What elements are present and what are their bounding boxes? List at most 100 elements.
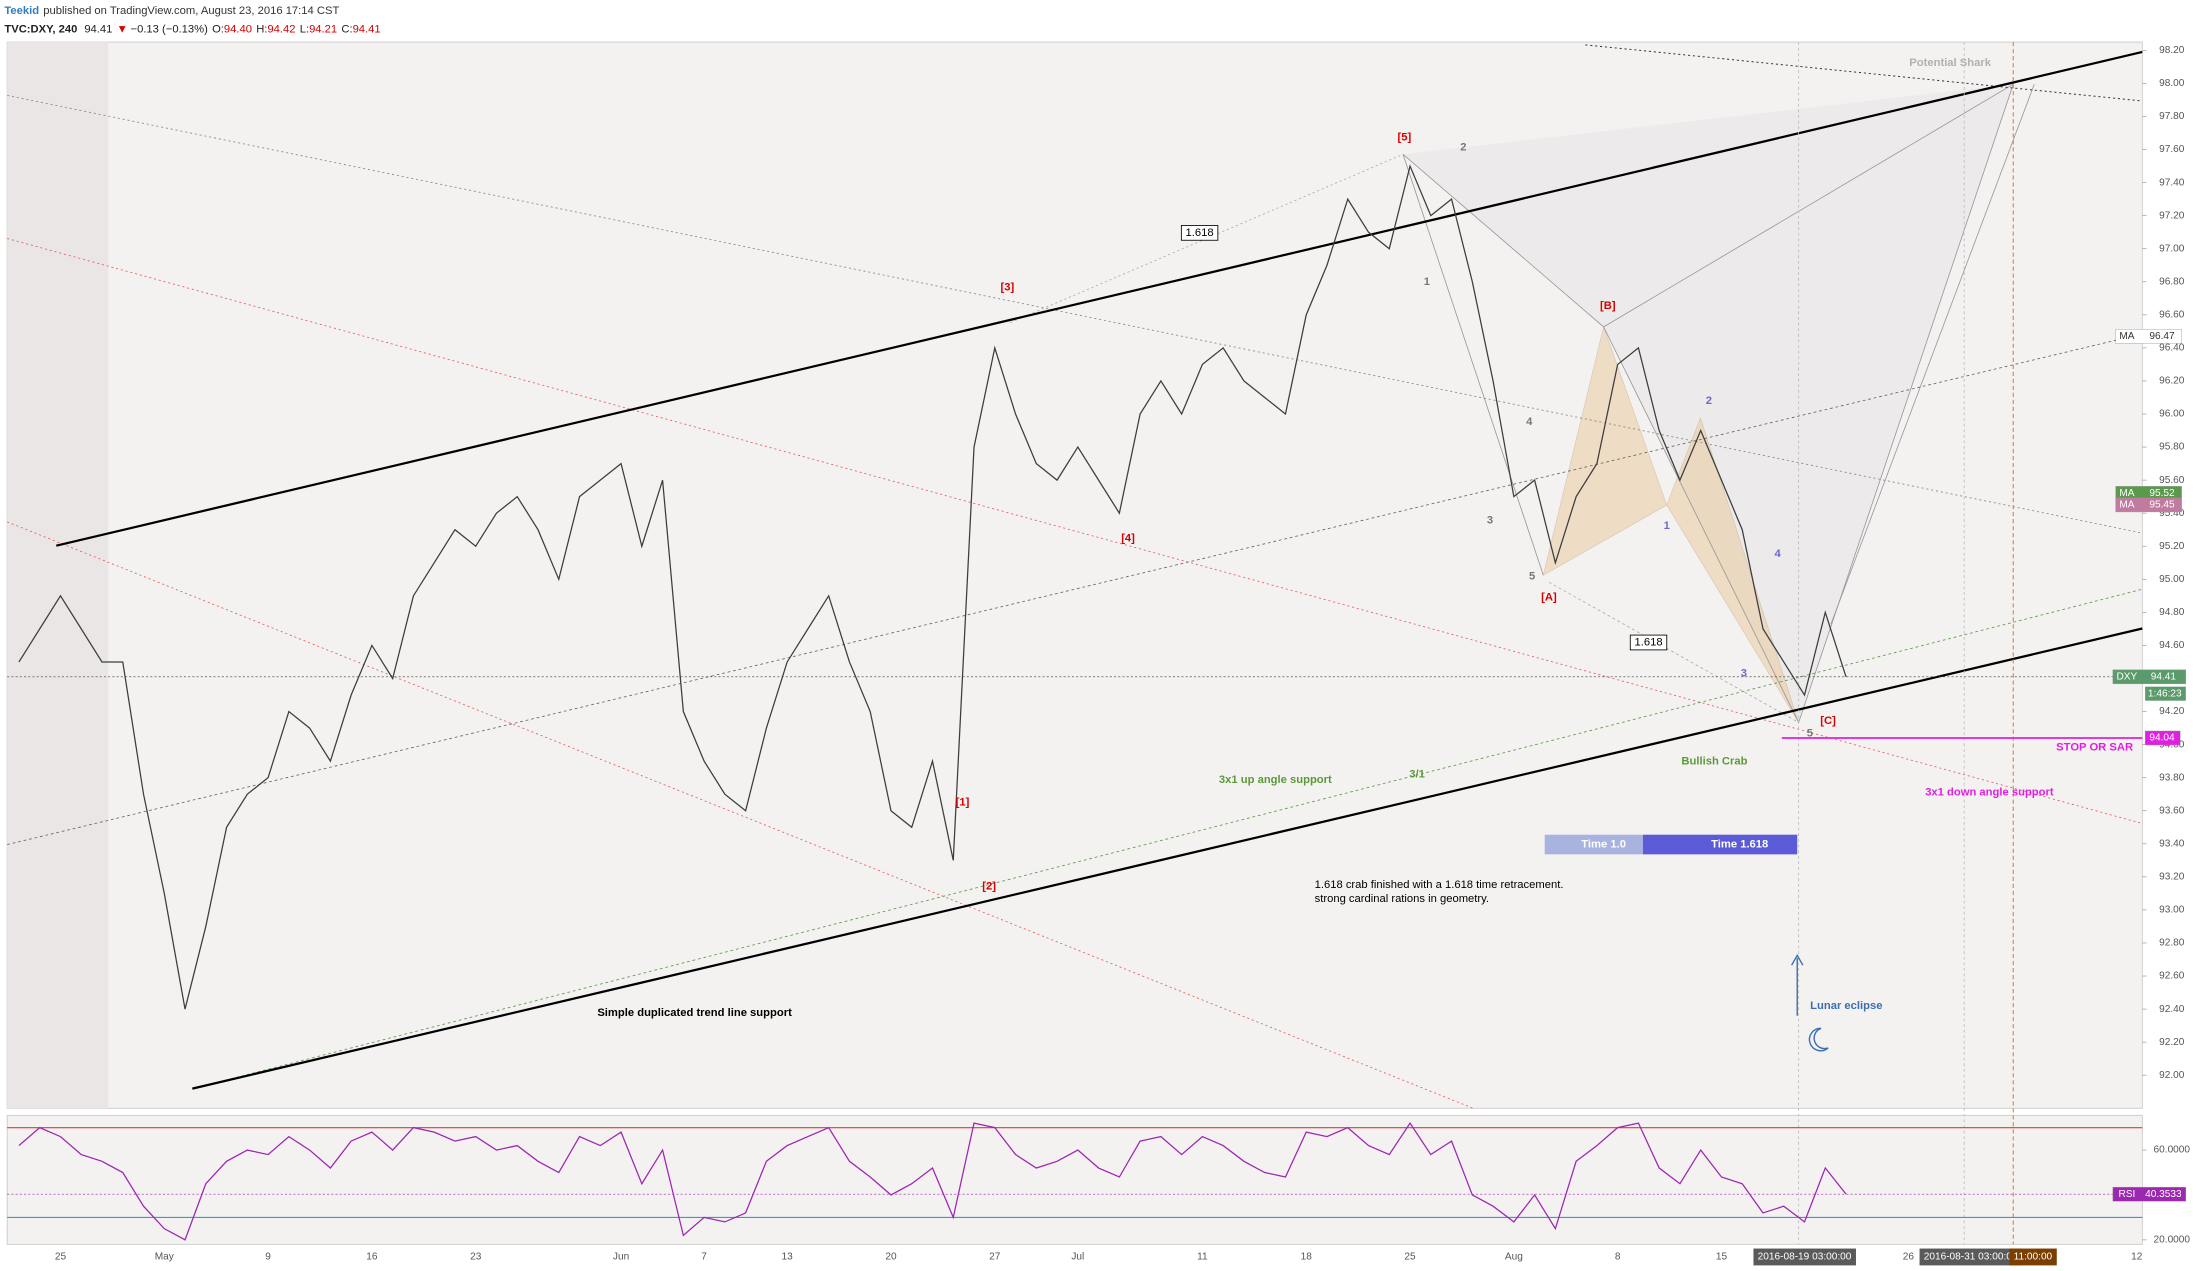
y-tick-label: 98.00	[2159, 78, 2185, 89]
series-tag-text: DXY	[2117, 672, 2138, 683]
y-tick-label: 92.20	[2159, 1037, 2185, 1048]
shark-line	[1830, 84, 2035, 625]
series-tag-box	[2112, 669, 2187, 685]
annotation: [B]	[1600, 300, 1616, 312]
x-tick-label: 15	[1716, 1252, 1728, 1263]
annotation: [3]	[1001, 282, 1015, 294]
annotation: [1]	[956, 796, 970, 808]
annotation-box	[1629, 634, 1668, 651]
y-tick-label: 96.00	[2159, 409, 2185, 420]
change: −0.13 (−0.13%)	[131, 23, 209, 35]
x-tick-label: 26	[1903, 1252, 1915, 1263]
time-box	[1642, 834, 1798, 855]
annotation: 1.618	[1634, 636, 1662, 648]
annotation: Time 1.0	[1581, 838, 1626, 850]
x-tick-label: 27	[989, 1252, 1001, 1263]
channel-line	[192, 627, 2143, 1090]
x-tick-label: 2016-08-31 03:00:00	[1924, 1252, 2018, 1263]
y-tick-label: 97.80	[2159, 111, 2185, 122]
y-tick-label: 95.40	[2159, 508, 2185, 519]
annotation: STOP OR SAR	[2056, 742, 2133, 754]
y-tick-label: 97.60	[2159, 144, 2185, 155]
annotation: [C]	[1820, 715, 1836, 727]
ma-tag-text: MA	[2119, 500, 2134, 511]
published: published on TradingView.com, August 23,…	[43, 5, 339, 17]
annotation: [A]	[1541, 592, 1557, 604]
y-tick-label: 92.60	[2159, 971, 2185, 982]
annotation: 1	[1664, 520, 1670, 532]
x-tick-label: 25	[55, 1252, 67, 1263]
annotation: 5	[1529, 571, 1535, 583]
y-tick-label: 60.0000	[2154, 1145, 2191, 1156]
ma-tag-text: MA	[2119, 488, 2134, 499]
ohlc-value: 94.42	[267, 23, 295, 35]
x-tick-label: 11	[1197, 1252, 1208, 1263]
annotation: 4	[1526, 416, 1533, 428]
y-tick-label: 96.40	[2159, 343, 2185, 354]
x-label-box	[1919, 1248, 2023, 1266]
x-tick-label: 13	[782, 1252, 794, 1263]
annotation: [5]	[1398, 131, 1412, 143]
annotation: 1.618	[1186, 227, 1214, 239]
annotation: Lunar eclipse	[1810, 1000, 1882, 1012]
y-tick-label: 97.00	[2159, 243, 2185, 254]
channel-line	[56, 50, 2143, 547]
series-tag-text: 94.41	[2151, 672, 2177, 683]
dotted-trend	[1585, 44, 2143, 102]
x-tick-label: Aug	[1505, 1252, 1523, 1263]
y-tick-label: 97.20	[2159, 210, 2185, 221]
annotation: Time 1.618	[1711, 838, 1768, 850]
crab-triangle	[1542, 325, 1668, 576]
ohlc-label: C:	[341, 23, 352, 35]
countdown: 1:46:23	[2148, 688, 2182, 699]
annotation: 3x1 down angle support	[1925, 787, 2054, 799]
series-tag-text: RSI	[2118, 1189, 2135, 1200]
ohlc-value: 94.40	[224, 23, 252, 35]
x-tick-label: 12	[2131, 1252, 2143, 1263]
annotation: [4]	[1121, 533, 1135, 545]
x-tick-label: May	[155, 1252, 175, 1263]
annotation: 3	[1487, 514, 1493, 526]
annotation: Bullish Crab	[1681, 756, 1747, 768]
symbol-line: TVC:DXY, 240 94.41 ▼ −0.13 (−0.13%) O:94.40 H…	[4, 23, 380, 35]
crab-triangle	[1666, 417, 1799, 723]
y-tick-label: 92.80	[2159, 938, 2185, 949]
ma-tag-text: 95.45	[2149, 500, 2175, 511]
header-line: Teekid published on TradingView.com, Augu…	[4, 5, 339, 17]
y-tick-label: 95.60	[2159, 475, 2185, 486]
dotted-trend	[7, 238, 2143, 824]
ma-tag-text: MA	[2119, 331, 2134, 342]
y-tick-label: 93.40	[2159, 838, 2185, 849]
shark-area	[1403, 84, 2014, 723]
annotation: 3/1	[1409, 768, 1425, 780]
y-tick-label: 93.60	[2159, 805, 2185, 816]
shark-line	[1402, 154, 1544, 576]
arrow-head	[1791, 953, 1804, 966]
y-tick-label: 96.60	[2159, 310, 2185, 321]
y-tick-label: 93.80	[2159, 772, 2185, 783]
annotation: 2	[1460, 141, 1466, 153]
x-tick-label: 18	[1301, 1252, 1313, 1263]
y-tick-label: 94.80	[2159, 607, 2185, 618]
symbol: TVC:DXY, 240	[4, 23, 77, 35]
moon-icon	[1808, 1027, 1829, 1052]
stop-tag-box	[2144, 730, 2181, 746]
dotted-trend	[7, 333, 2143, 845]
annotation: 3	[1741, 667, 1747, 679]
annotation: 1	[1424, 276, 1430, 288]
ohlc-label: H:	[256, 23, 267, 35]
series-tag-box	[2112, 1186, 2187, 1202]
series-line	[18, 164, 1847, 1010]
x-tick-label: 20	[885, 1252, 897, 1263]
time-box	[1544, 834, 1643, 855]
annotation: 1.618 crab finished with a 1.618 time re…	[1315, 879, 1564, 891]
x-label-box	[2009, 1248, 2057, 1266]
y-tick-label: 95.00	[2159, 574, 2185, 585]
ohlc-label: L:	[300, 23, 309, 35]
x-tick-label: Jul	[1071, 1252, 1084, 1263]
y-tick-label: 94.20	[2159, 706, 2185, 717]
annotation: 2	[1706, 395, 1712, 407]
annotation: [2]	[982, 881, 996, 893]
